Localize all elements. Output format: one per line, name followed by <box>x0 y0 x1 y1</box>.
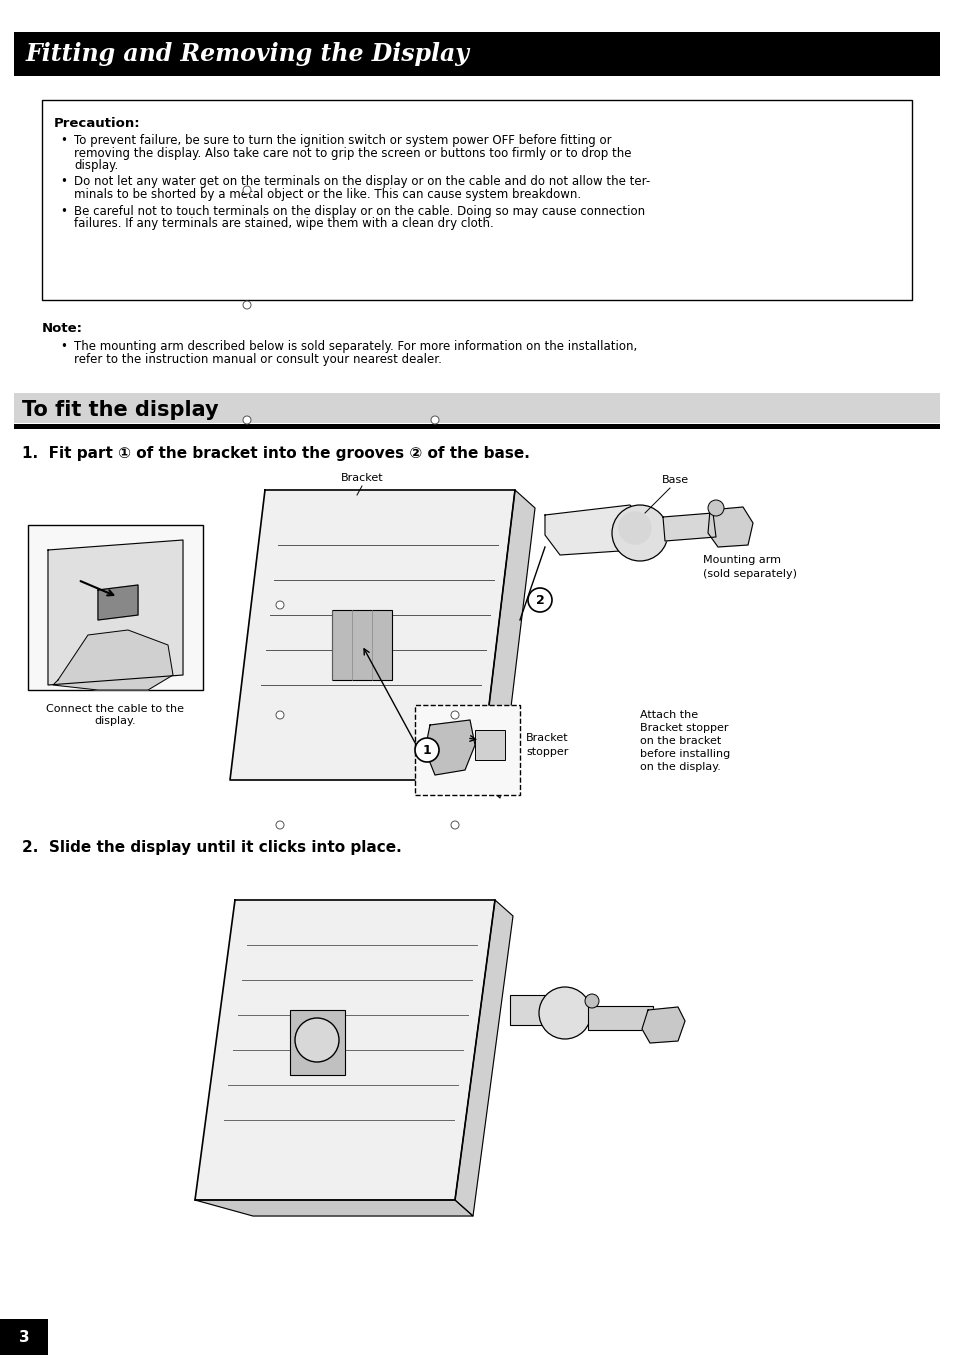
Polygon shape <box>544 505 644 556</box>
Bar <box>587 1005 652 1030</box>
Text: Mounting arm: Mounting arm <box>702 556 781 565</box>
Text: Bracket stopper: Bracket stopper <box>639 724 728 733</box>
Bar <box>0 1318 48 1355</box>
Text: before installing: before installing <box>639 749 729 759</box>
Text: •: • <box>60 176 67 188</box>
Text: Bracket: Bracket <box>525 733 568 743</box>
Text: •: • <box>60 134 67 146</box>
Text: 1: 1 <box>422 744 431 756</box>
Circle shape <box>707 500 723 516</box>
Circle shape <box>275 711 284 720</box>
Circle shape <box>243 186 251 194</box>
Text: Connect the cable to the: Connect the cable to the <box>47 705 184 714</box>
Circle shape <box>415 738 438 762</box>
Polygon shape <box>641 1007 684 1043</box>
Text: 2: 2 <box>535 593 544 607</box>
Polygon shape <box>194 1201 473 1215</box>
Text: Precaution:: Precaution: <box>54 117 140 130</box>
Circle shape <box>451 711 458 720</box>
Text: 1.  Fit part ① of the bracket into the grooves ② of the base.: 1. Fit part ① of the bracket into the gr… <box>22 446 529 461</box>
Polygon shape <box>53 630 172 690</box>
Bar <box>415 705 519 795</box>
Circle shape <box>612 505 667 561</box>
Text: (sold separately): (sold separately) <box>702 569 796 579</box>
Circle shape <box>538 986 590 1039</box>
Circle shape <box>275 602 284 608</box>
Text: 3: 3 <box>19 1329 30 1344</box>
Text: •: • <box>60 340 67 354</box>
Text: The mounting arm described below is sold separately. For more information on the: The mounting arm described below is sold… <box>74 340 637 354</box>
Text: display.: display. <box>94 715 136 726</box>
Bar <box>475 730 504 760</box>
Text: on the bracket: on the bracket <box>639 736 720 747</box>
Circle shape <box>243 301 251 309</box>
Text: •: • <box>60 205 67 218</box>
Bar <box>28 524 203 690</box>
Polygon shape <box>707 507 752 547</box>
Text: refer to the instruction manual or consult your nearest dealer.: refer to the instruction manual or consu… <box>74 352 441 366</box>
Bar <box>42 100 911 299</box>
Circle shape <box>294 1018 338 1062</box>
Polygon shape <box>662 514 716 541</box>
Text: Note:: Note: <box>42 322 83 335</box>
Bar <box>332 610 392 680</box>
Text: Be careful not to touch terminals on the display or on the cable. Doing so may c: Be careful not to touch terminals on the… <box>74 205 644 218</box>
Circle shape <box>451 821 458 829</box>
Text: failures. If any terminals are stained, wipe them with a clean dry cloth.: failures. If any terminals are stained, … <box>74 217 494 230</box>
Circle shape <box>275 821 284 829</box>
Text: To prevent failure, be sure to turn the ignition switch or system power OFF befo: To prevent failure, be sure to turn the … <box>74 134 611 146</box>
Text: on the display.: on the display. <box>639 762 720 772</box>
Circle shape <box>618 511 651 545</box>
Text: Fitting and Removing the Display: Fitting and Removing the Display <box>26 42 470 66</box>
Bar <box>14 424 939 430</box>
Bar <box>290 1009 345 1075</box>
Text: 2.  Slide the display until it clicks into place.: 2. Slide the display until it clicks int… <box>22 840 401 855</box>
Circle shape <box>584 995 598 1008</box>
Polygon shape <box>48 541 183 686</box>
Bar <box>510 995 544 1024</box>
Polygon shape <box>424 720 475 775</box>
Circle shape <box>431 416 438 424</box>
Text: removing the display. Also take care not to grip the screen or buttons too firml: removing the display. Also take care not… <box>74 146 631 160</box>
Text: Attach the: Attach the <box>639 710 698 720</box>
Polygon shape <box>230 491 515 780</box>
Polygon shape <box>479 491 535 798</box>
Bar <box>14 33 939 76</box>
Text: Base: Base <box>660 476 688 485</box>
Text: To fit the display: To fit the display <box>22 400 218 420</box>
Circle shape <box>527 588 552 612</box>
Polygon shape <box>455 900 513 1215</box>
Polygon shape <box>194 900 495 1201</box>
Text: stopper: stopper <box>525 747 568 757</box>
Text: Bracket: Bracket <box>340 473 383 482</box>
Bar <box>14 393 939 423</box>
Text: display.: display. <box>74 159 118 172</box>
Text: Do not let any water get on the terminals on the display or on the cable and do : Do not let any water get on the terminal… <box>74 176 650 188</box>
Circle shape <box>243 416 251 424</box>
Text: minals to be shorted by a metal object or the like. This can cause system breakd: minals to be shorted by a metal object o… <box>74 188 580 201</box>
Polygon shape <box>98 585 138 621</box>
